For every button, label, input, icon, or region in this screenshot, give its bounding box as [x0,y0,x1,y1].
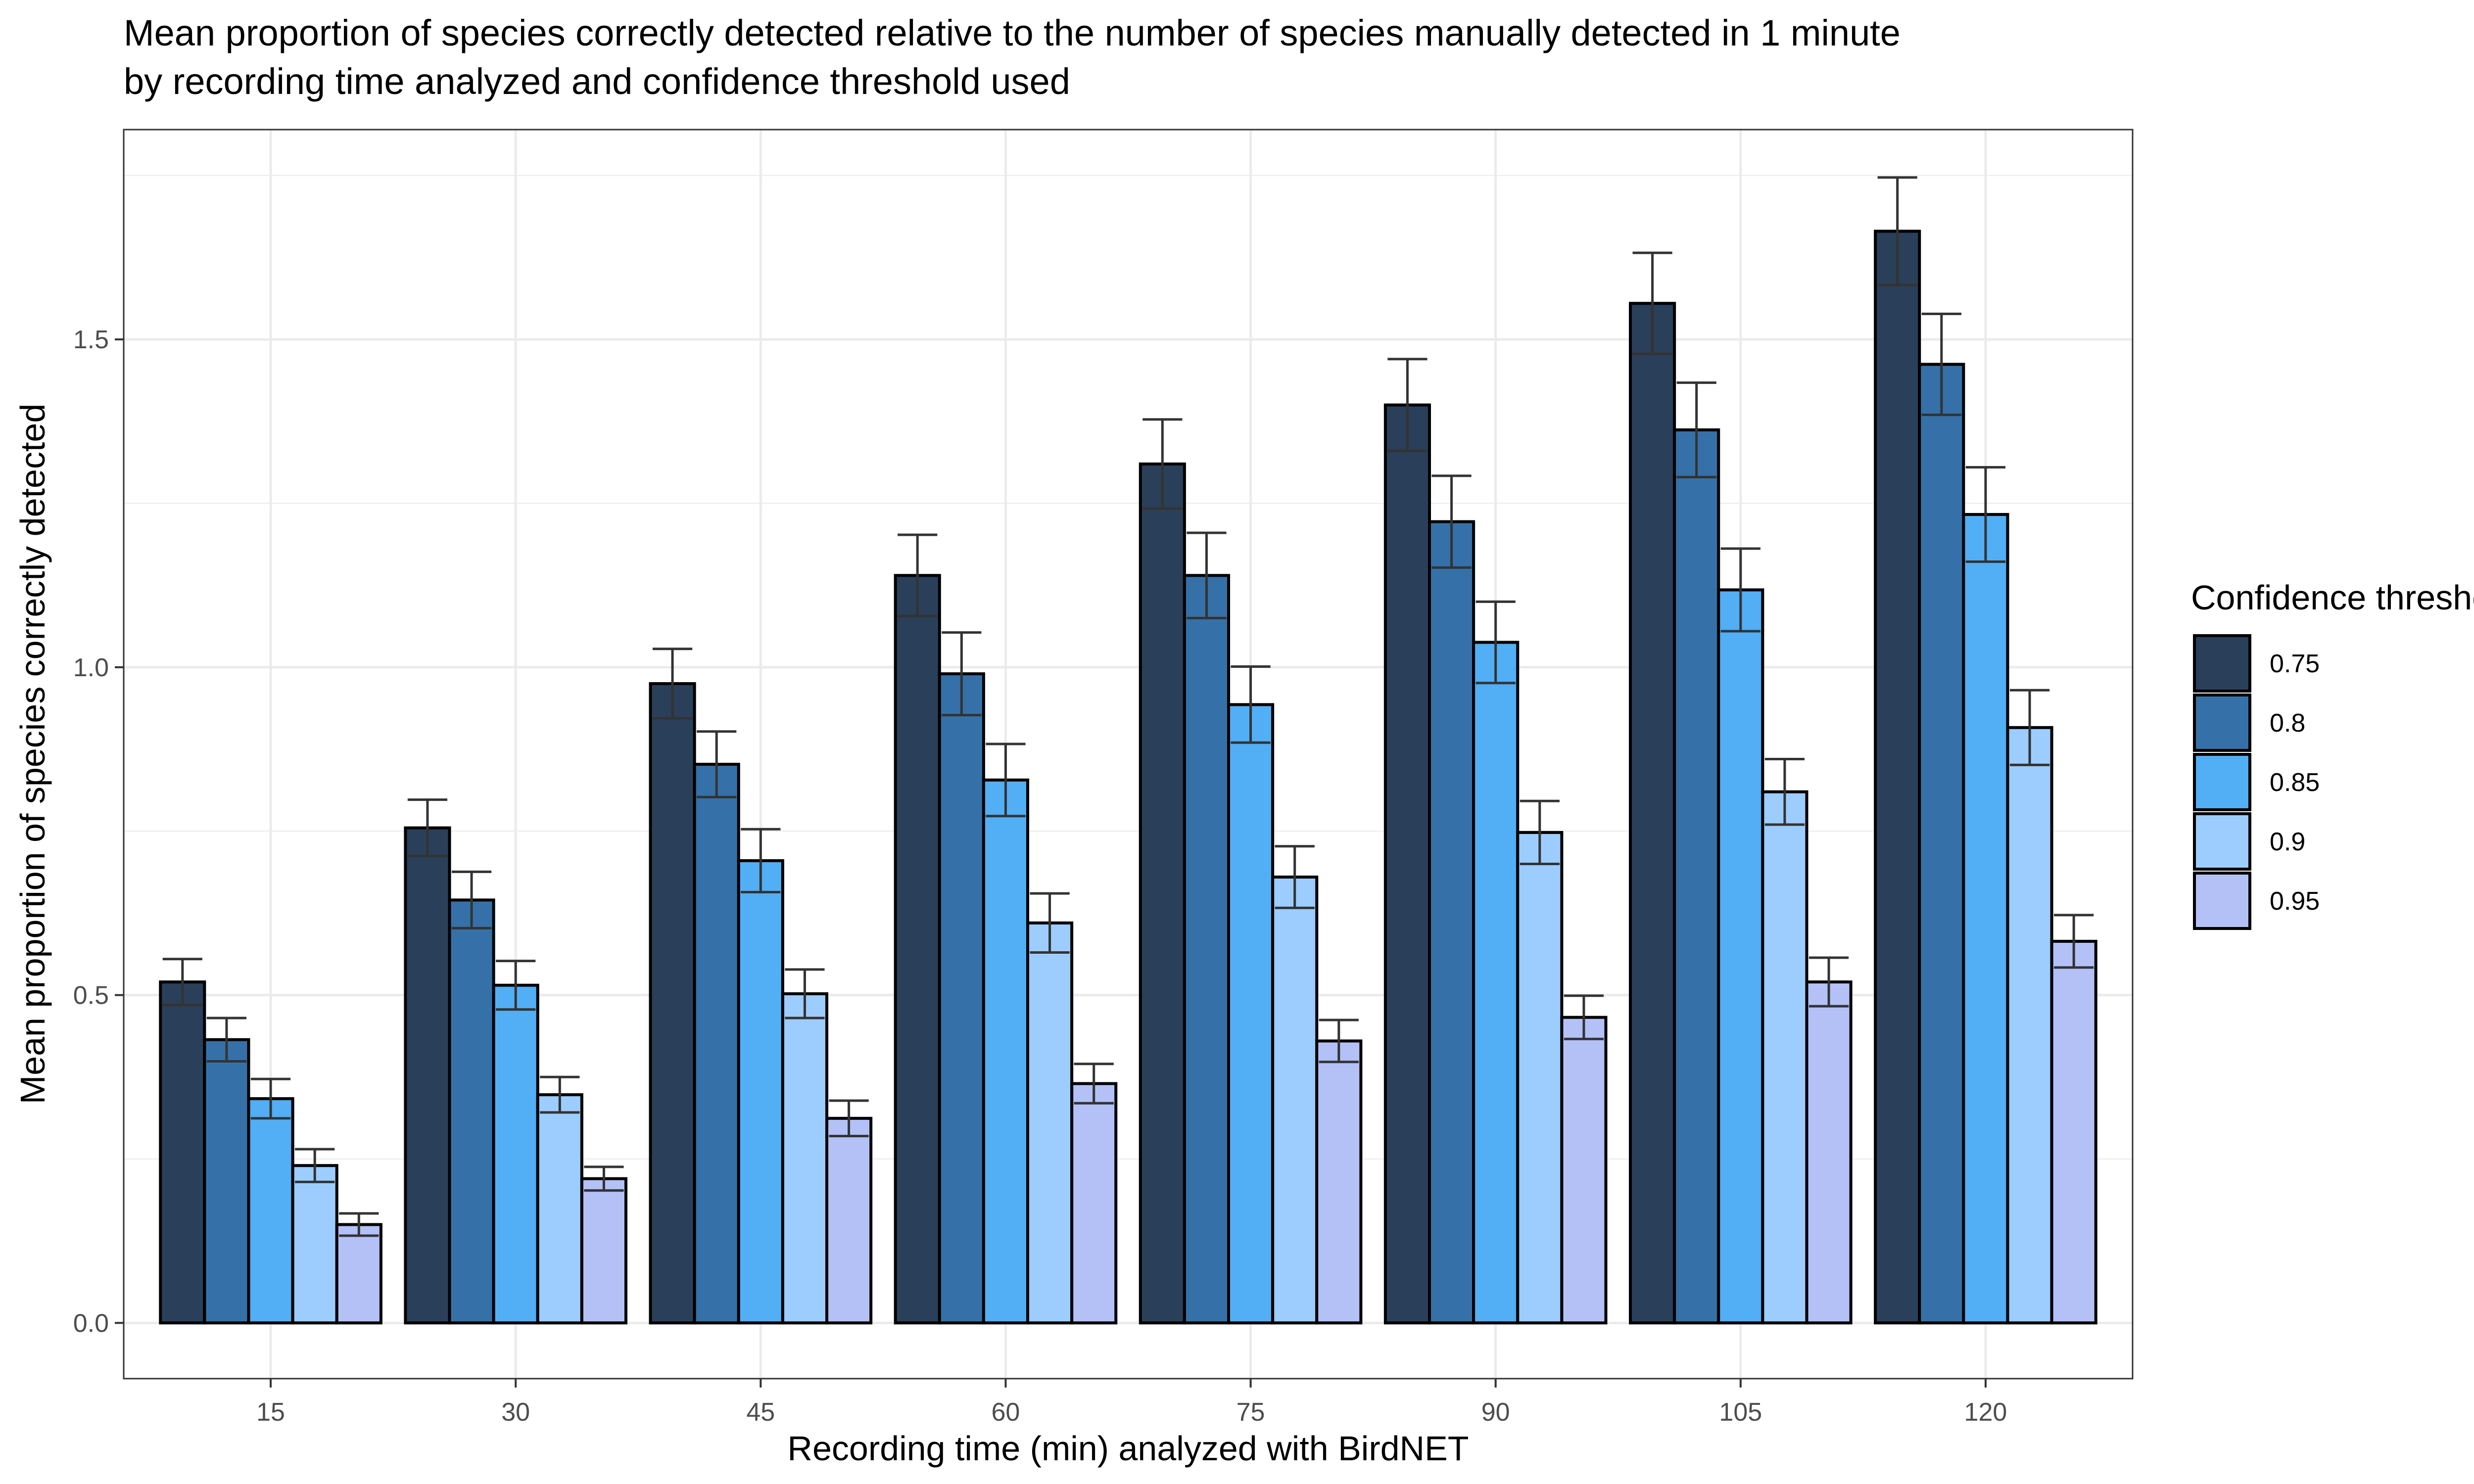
bar [247,1097,294,1325]
panel-border [123,129,2134,1380]
bar [2006,726,2053,1325]
legend-key [2193,812,2251,871]
x-tick-label: 60 [992,1398,1020,1427]
y-tick-label: 1.5 [73,325,109,354]
legend-key [2193,634,2251,693]
bar [1139,462,1186,1325]
bar [1962,513,2009,1325]
chart-title-line-2: by recording time analyzed and confidenc… [124,61,1070,102]
legend-label: 0.75 [2270,649,2320,678]
bar [1183,574,1230,1325]
bar [1428,520,1475,1325]
bars [159,230,2097,1325]
bar [982,778,1029,1325]
bar [1918,363,1965,1325]
bar [159,980,206,1325]
bar [536,1093,583,1325]
y-tick-label: 0.0 [73,1309,109,1338]
y-axis-label: Mean proportion of species correctly det… [13,404,52,1104]
bar [1315,1039,1363,1325]
plot-panel [123,129,2134,1380]
bar [1383,403,1431,1325]
legend-label: 0.9 [2270,828,2305,856]
x-tick-label: 90 [1481,1398,1510,1427]
bar [404,826,451,1325]
bar [894,574,941,1325]
x-axis-ticks: 15 30 45 60 75 90 105 120 [256,1379,2007,1427]
error-bars [162,176,2094,1237]
bar [1805,980,1853,1325]
bar [203,1038,250,1325]
bar [492,983,539,1325]
bar [1026,921,1074,1325]
bar [291,1164,338,1325]
bar [781,992,828,1325]
x-tick-label: 45 [746,1398,775,1427]
bar [1673,428,1720,1325]
y-tick-label: 0.5 [73,981,109,1010]
chart-title-line-1: Mean proportion of species correctly det… [124,12,1901,53]
x-tick-label: 105 [1719,1398,1762,1427]
x-axis-label: Recording time (min) analyzed with BirdN… [787,1429,1469,1468]
bar [1717,588,1764,1325]
bar [1227,703,1275,1325]
bar [1516,831,1564,1325]
legend-key [2193,694,2251,752]
bar [737,859,784,1325]
bar [1070,1082,1118,1325]
legend-key [2193,753,2251,811]
legend-title: Confidence threshold [2191,578,2474,617]
bar [448,898,495,1325]
y-axis-ticks: 0.0 0.5 1.0 1.5 [73,325,124,1338]
bar [335,1223,382,1325]
legend: Confidence threshold 0.75 0.8 0.85 0.9 0.95 [2191,578,2474,930]
x-tick-label: 75 [1237,1398,1265,1427]
bar [938,672,985,1325]
legend-key [2193,872,2251,930]
bar [693,763,740,1325]
legend-label: 0.85 [2270,768,2320,797]
bar [1874,230,1921,1325]
bar [1560,1016,1608,1325]
bar [2050,939,2097,1325]
y-tick-label: 1.0 [73,653,109,682]
legend-items: 0.75 0.8 0.85 0.9 0.95 [2193,634,2320,930]
bar [825,1116,873,1325]
bar [1629,302,1676,1325]
x-tick-label: 120 [1964,1398,2007,1427]
x-tick-label: 15 [256,1398,285,1427]
bar [649,682,696,1325]
legend-label: 0.95 [2270,887,2320,916]
bar [580,1177,627,1325]
bar [1271,876,1319,1325]
bar [1472,641,1520,1325]
legend-label: 0.8 [2270,709,2305,738]
x-tick-label: 30 [501,1398,530,1427]
bar [1761,790,1808,1325]
